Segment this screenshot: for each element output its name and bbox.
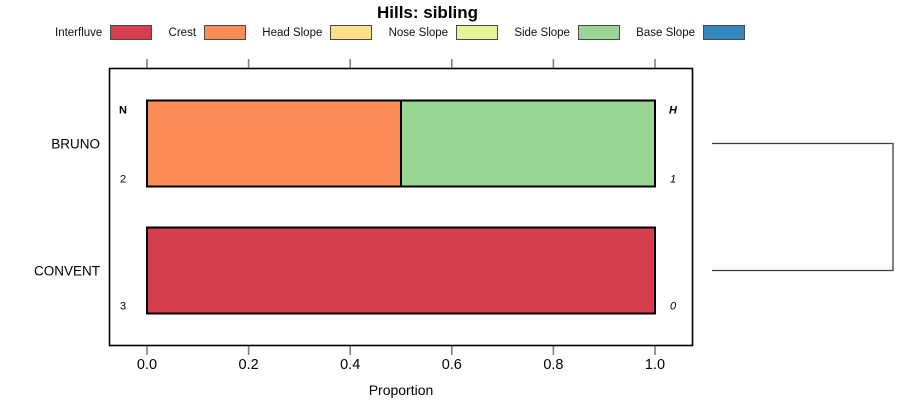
legend: Interfluve Crest Head Slope Nose Slope Side … <box>55 25 745 40</box>
plot-box <box>108 67 694 347</box>
legend-item: Head Slope <box>262 25 373 40</box>
axis-tick-label: 0.2 <box>239 357 259 373</box>
legend-item: Nose Slope <box>388 25 499 40</box>
row-left-header: N <box>119 105 127 117</box>
dendrogram <box>712 142 894 272</box>
row-right-value: 0 <box>670 301 677 313</box>
chart-title: Hills: sibling <box>376 3 479 22</box>
legend-swatch <box>456 25 499 40</box>
axis-tick-label: 0.6 <box>442 357 462 373</box>
row-right-value: 1 <box>670 174 676 186</box>
legend-swatch <box>330 25 373 40</box>
legend-item: Crest <box>168 25 247 40</box>
row-left-value: 2 <box>120 174 126 186</box>
row-left-value: 3 <box>120 301 126 313</box>
legend-label: Base Slope <box>636 26 695 39</box>
bar-segment-interfluve <box>146 226 656 315</box>
bar-segment-side-slope <box>400 99 656 188</box>
axis-tick-label: 0.8 <box>543 357 563 373</box>
x-axis-label: Proportion <box>369 382 434 398</box>
legend-swatch <box>577 25 620 40</box>
axis-tick-label: 1.0 <box>645 357 665 373</box>
legend-label: Nose Slope <box>388 26 449 39</box>
legend-label: Interfluve <box>55 26 103 39</box>
axis-tick-label: 0.4 <box>340 357 360 373</box>
legend-item: Interfluve <box>55 25 153 40</box>
legend-label: Crest <box>168 26 197 39</box>
legend-swatch <box>703 25 745 40</box>
legend-swatch <box>204 25 247 40</box>
axis-tick-label: 0.0 <box>137 357 157 373</box>
legend-label: Side Slope <box>514 26 570 39</box>
row-right-header: H <box>669 105 678 117</box>
legend-item: Base Slope <box>636 25 745 40</box>
category-label: BRUNO <box>51 137 100 152</box>
category-label: CONVENT <box>34 264 100 279</box>
bar-segment-crest <box>146 99 402 188</box>
legend-swatch <box>110 25 153 40</box>
legend-item: Side Slope <box>514 25 620 40</box>
legend-label: Head Slope <box>262 26 323 39</box>
